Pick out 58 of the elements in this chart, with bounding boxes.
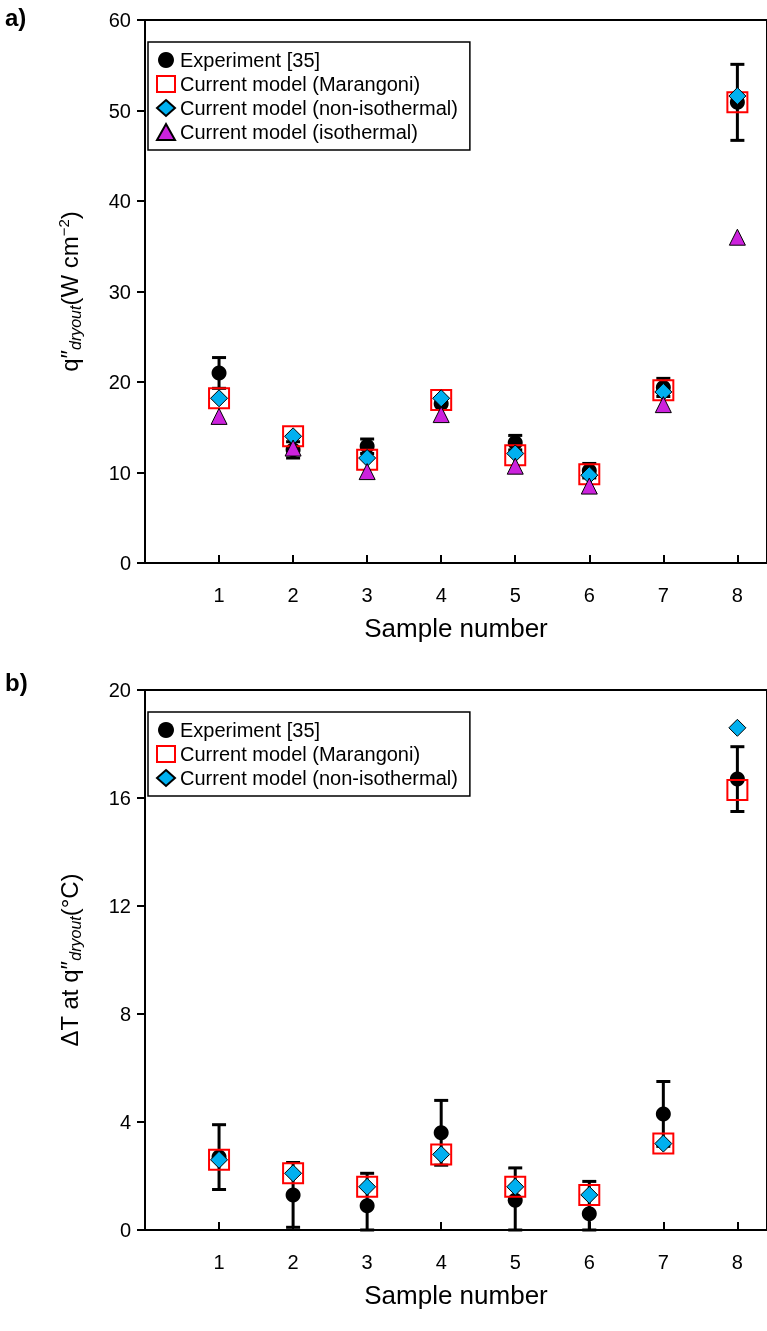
point bbox=[728, 228, 746, 246]
y-tick-label: 30 bbox=[108, 280, 131, 303]
x-axis-title: Sample number bbox=[364, 1280, 549, 1310]
y-tick-label: 10 bbox=[108, 461, 131, 484]
point bbox=[211, 365, 227, 381]
point bbox=[358, 463, 376, 481]
point bbox=[728, 87, 747, 106]
y-tick-label: 50 bbox=[108, 99, 131, 122]
legend-label: Experiment [35] bbox=[180, 719, 321, 741]
legend-label: Current model (non-isothermal) bbox=[180, 767, 458, 789]
point bbox=[728, 718, 747, 737]
x-tick-label: 4 bbox=[435, 584, 447, 606]
x-tick-label: 5 bbox=[509, 1251, 521, 1273]
x-tick-label: 8 bbox=[731, 584, 743, 606]
x-tick-label: 5 bbox=[509, 584, 521, 606]
x-tick-label: 7 bbox=[657, 584, 669, 606]
x-tick-label: 7 bbox=[657, 1251, 669, 1273]
legend-label: Current model (Marangoni) bbox=[180, 73, 421, 95]
point bbox=[210, 407, 228, 425]
x-tick-label: 6 bbox=[583, 1251, 595, 1273]
legend-label: Current model (isothermal) bbox=[180, 121, 418, 143]
x-tick-label: 6 bbox=[583, 584, 595, 606]
y-tick-label: 20 bbox=[108, 679, 131, 701]
x-tick-label: 3 bbox=[361, 584, 373, 606]
x-axis-title: Sample number bbox=[364, 613, 549, 643]
x-tick-label: 1 bbox=[213, 1251, 225, 1273]
x-tick-label: 2 bbox=[287, 584, 299, 606]
x-tick-label: 1 bbox=[213, 584, 225, 606]
point bbox=[359, 1198, 375, 1214]
point bbox=[506, 457, 524, 475]
chart-title: a) bbox=[5, 3, 27, 31]
y-tick-label: 20 bbox=[108, 371, 131, 393]
x-tick-label: 2 bbox=[287, 1251, 299, 1273]
y-axis-title: q″dryout(W cm−2) bbox=[54, 211, 84, 372]
chart-title: b) bbox=[5, 668, 28, 696]
point bbox=[432, 406, 450, 424]
x-tick-label: 3 bbox=[361, 1251, 373, 1273]
y-tick-label: 0 bbox=[119, 1219, 131, 1241]
point bbox=[655, 1106, 671, 1122]
y-tick-label: 8 bbox=[119, 1003, 131, 1025]
point bbox=[285, 1187, 301, 1203]
legend-label: Current model (non-isothermal) bbox=[180, 97, 458, 119]
point bbox=[433, 1125, 449, 1141]
y-tick-label: 0 bbox=[119, 552, 131, 574]
legend-label: Current model (Marangoni) bbox=[180, 743, 421, 765]
point bbox=[726, 778, 749, 801]
y-tick-label: 16 bbox=[108, 787, 131, 809]
legend-label: Experiment [35] bbox=[180, 49, 321, 71]
y-tick-label: 40 bbox=[108, 190, 131, 212]
x-tick-label: 8 bbox=[731, 1251, 743, 1273]
point bbox=[654, 396, 672, 414]
point bbox=[581, 1206, 597, 1222]
y-axis-title: ΔT at q″dryout(°C) bbox=[55, 873, 84, 1047]
y-tick-label: 60 bbox=[108, 9, 131, 31]
point bbox=[580, 477, 598, 495]
x-tick-label: 4 bbox=[435, 1251, 447, 1273]
y-tick-label: 4 bbox=[119, 1111, 131, 1133]
y-tick-label: 12 bbox=[108, 895, 131, 917]
